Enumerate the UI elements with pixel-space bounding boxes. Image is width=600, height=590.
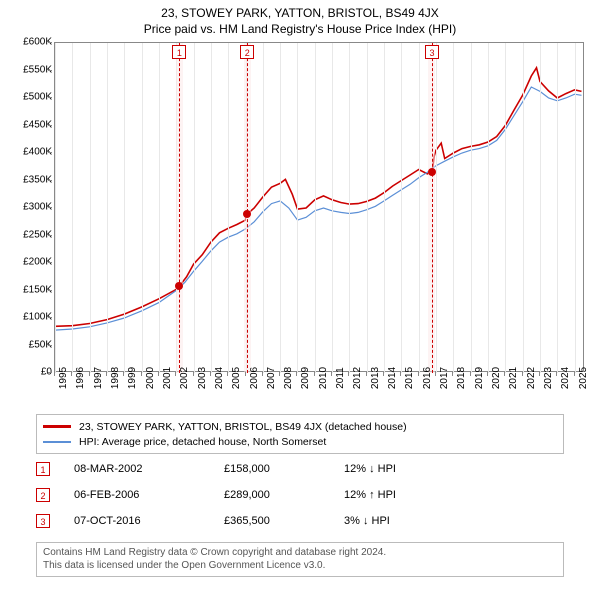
- x-axis-label: 2005: [231, 367, 242, 389]
- x-axis-label: 1998: [110, 367, 121, 389]
- chart-title-address: 23, STOWEY PARK, YATTON, BRISTOL, BS49 4…: [0, 6, 600, 20]
- plot-area: 1 2 3: [54, 42, 584, 372]
- series-property: [55, 68, 582, 327]
- x-axis-label: 2001: [162, 367, 173, 389]
- x-axis-label: 2006: [249, 367, 260, 389]
- x-axis-label: 2002: [179, 367, 190, 389]
- x-axis-label: 2019: [474, 367, 485, 389]
- title-block: 23, STOWEY PARK, YATTON, BRISTOL, BS49 4…: [0, 0, 600, 36]
- sale-date: 08-MAR-2002: [74, 463, 224, 475]
- x-axis-label: 1995: [58, 367, 69, 389]
- x-axis-label: 2012: [352, 367, 363, 389]
- sale-hpi-delta: 12% ↑ HPI: [344, 489, 464, 501]
- x-axis-label: 2023: [543, 367, 554, 389]
- sale-point-1: [175, 282, 183, 290]
- sale-index-box: 3: [36, 514, 50, 528]
- sales-row: 1 08-MAR-2002£158,00012% ↓ HPI: [36, 456, 564, 482]
- x-axis-label: 1997: [93, 367, 104, 389]
- legend-label-property: 23, STOWEY PARK, YATTON, BRISTOL, BS49 4…: [79, 421, 407, 433]
- sale-hpi-delta: 12% ↓ HPI: [344, 463, 464, 475]
- x-axis-label: 2011: [335, 367, 346, 389]
- sale-index-box: 1: [36, 462, 50, 476]
- x-axis-label: 2017: [439, 367, 450, 389]
- sales-row: 2 06-FEB-2006£289,00012% ↑ HPI: [36, 482, 564, 508]
- x-axis-label: 2020: [491, 367, 502, 389]
- x-axis-label: 2003: [197, 367, 208, 389]
- x-axis-label: 2024: [560, 367, 571, 389]
- x-axis-label: 2022: [526, 367, 537, 389]
- legend-label-hpi: HPI: Average price, detached house, Nort…: [79, 436, 326, 448]
- legend-swatch-property: [43, 425, 71, 428]
- sales-table: 1 08-MAR-2002£158,00012% ↓ HPI 2 06-FEB-200…: [36, 456, 564, 534]
- legend-row-hpi: HPI: Average price, detached house, Nort…: [43, 434, 557, 449]
- x-axis-label: 2000: [145, 367, 156, 389]
- sales-row: 3 07-OCT-2016£365,5003% ↓ HPI: [36, 508, 564, 534]
- x-axis-label: 2007: [266, 367, 277, 389]
- legend-row-property: 23, STOWEY PARK, YATTON, BRISTOL, BS49 4…: [43, 419, 557, 434]
- sale-point-3: [428, 168, 436, 176]
- x-axis-label: 2014: [387, 367, 398, 389]
- sale-price: £289,000: [224, 489, 344, 501]
- x-axis-label: 2018: [456, 367, 467, 389]
- chart-subtitle: Price paid vs. HM Land Registry's House …: [0, 22, 600, 36]
- footer-line-1: Contains HM Land Registry data © Crown c…: [43, 547, 557, 560]
- sale-date: 07-OCT-2016: [74, 515, 224, 527]
- sale-hpi-delta: 3% ↓ HPI: [344, 515, 464, 527]
- sale-price: £365,500: [224, 515, 344, 527]
- sale-date: 06-FEB-2006: [74, 489, 224, 501]
- sale-price: £158,000: [224, 463, 344, 475]
- x-axis-label: 1996: [75, 367, 86, 389]
- legend: 23, STOWEY PARK, YATTON, BRISTOL, BS49 4…: [36, 414, 564, 454]
- x-axis-label: 2008: [283, 367, 294, 389]
- chart-container: { "title_line1": "23, STOWEY PARK, YATTO…: [0, 0, 600, 590]
- sale-point-2: [243, 210, 251, 218]
- footer-line-2: This data is licensed under the Open Gov…: [43, 560, 557, 573]
- sale-marker-1: 1: [172, 45, 186, 59]
- legend-swatch-hpi: [43, 441, 71, 443]
- x-axis-label: 2010: [318, 367, 329, 389]
- sale-marker-3: 3: [425, 45, 439, 59]
- x-axis-label: 2009: [300, 367, 311, 389]
- sale-index-box: 2: [36, 488, 50, 502]
- chart-area: 123 £0£50K£100K£150K£200K£250K£300K£350K…: [8, 42, 592, 402]
- x-axis-label: 2015: [404, 367, 415, 389]
- series-hpi: [55, 87, 582, 330]
- x-axis-label: 2004: [214, 367, 225, 389]
- attribution-footer: Contains HM Land Registry data © Crown c…: [36, 542, 564, 577]
- sale-marker-2: 2: [240, 45, 254, 59]
- x-axis-label: 1999: [127, 367, 138, 389]
- x-axis-label: 2013: [370, 367, 381, 389]
- x-axis-label: 2021: [508, 367, 519, 389]
- x-axis-label: 2016: [422, 367, 433, 389]
- x-axis-label: 2025: [578, 367, 589, 389]
